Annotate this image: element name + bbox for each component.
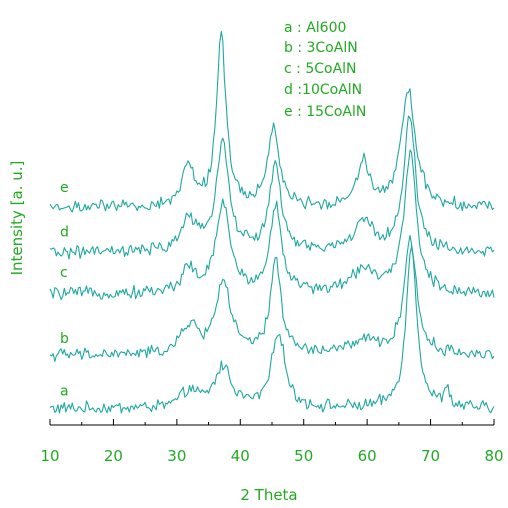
x-tick-label: 30 bbox=[167, 447, 186, 465]
trace-c bbox=[49, 149, 495, 301]
legend-entry-b: b : 3CoAlN bbox=[284, 40, 358, 56]
legend-entry-a: a : Al600 bbox=[284, 20, 346, 36]
trace-a bbox=[49, 245, 495, 414]
trace-label-b: b bbox=[60, 331, 69, 347]
trace-e bbox=[49, 30, 495, 213]
x-axis-label: 2 Theta bbox=[240, 486, 297, 504]
legend-entry-d: d :10CoAlN bbox=[284, 82, 362, 98]
trace-label-group: a b c d e bbox=[60, 180, 69, 400]
legend: a : Al600 b : 3CoAlN c : 5CoAlN d :10CoA… bbox=[284, 20, 366, 120]
y-axis-label: Intensity [a. u.] bbox=[8, 161, 26, 276]
legend-entry-c: c : 5CoAlN bbox=[284, 61, 357, 77]
trace-label-d: d bbox=[60, 225, 69, 241]
x-tick-label: 70 bbox=[421, 447, 440, 465]
x-tick-label: 20 bbox=[104, 447, 123, 465]
trace-label-a: a bbox=[60, 384, 69, 400]
trace-b bbox=[49, 234, 495, 362]
trace-label-c: c bbox=[60, 265, 68, 281]
trace-group bbox=[49, 30, 495, 414]
legend-entry-e: e : 15CoAlN bbox=[284, 104, 366, 120]
x-tick-label: 40 bbox=[231, 447, 250, 465]
x-tick-label: 60 bbox=[358, 447, 377, 465]
x-tick-label: 50 bbox=[294, 447, 313, 465]
trace-d bbox=[49, 115, 495, 260]
x-tick-label: 80 bbox=[484, 447, 503, 465]
x-tick-label: 10 bbox=[40, 447, 59, 465]
trace-label-e: e bbox=[60, 180, 69, 196]
x-axis-ticks: 10 20 30 40 50 60 70 80 bbox=[40, 419, 504, 465]
